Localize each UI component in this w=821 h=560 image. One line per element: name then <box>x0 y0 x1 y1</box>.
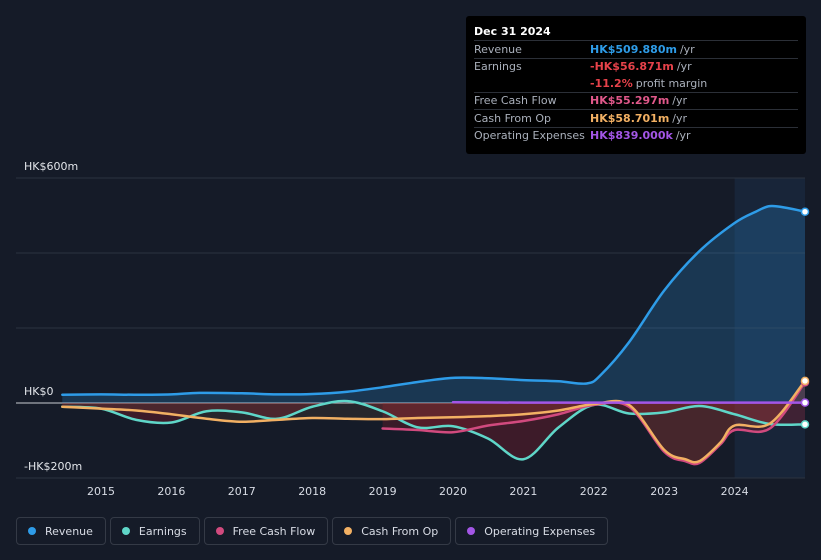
legend-item-revenue[interactable]: Revenue <box>16 517 106 545</box>
tooltip-row: Cash From Op HK$58.701m/yr <box>474 109 798 127</box>
tooltip-row-unit: /yr <box>676 60 692 73</box>
tooltip-panel: Dec 31 2024 Revenue HK$509.880m/yr Earning… <box>466 16 806 154</box>
x-tick-label: 2017 <box>228 485 256 498</box>
tooltip-row-label: Revenue <box>474 42 522 56</box>
tooltip-row-label: Cash From Op <box>474 111 552 125</box>
tooltip-row-label <box>474 76 590 92</box>
legend-item-earnings[interactable]: Earnings <box>109 517 200 545</box>
y-axis-top-label: HK$600m <box>24 160 79 173</box>
tooltip-row: -11.2% profit margin <box>474 75 798 92</box>
x-tick-label: 2018 <box>298 485 326 498</box>
cash-from-op-endpoint <box>800 376 810 386</box>
legend-item-operating-expenses[interactable]: Operating Expenses <box>455 517 609 545</box>
series-lines <box>61 204 807 466</box>
cash-from-op-line <box>61 379 807 464</box>
legend-label: Revenue <box>45 524 93 538</box>
tooltip-row: Operating Expenses HK$839.000k/yr <box>474 126 798 145</box>
tooltip-row-label: Operating Expenses <box>474 129 585 142</box>
x-tick-label: 2020 <box>439 485 467 498</box>
x-tick-label: 2023 <box>650 485 678 498</box>
x-tick-label: 2024 <box>721 485 749 498</box>
revenue-line <box>61 204 807 396</box>
y-axis-bottom-label: -HK$200m <box>24 460 83 473</box>
legend-dot-icon <box>344 527 353 535</box>
operating-expenses-endpoint <box>800 398 810 407</box>
revenue-area <box>62 205 805 403</box>
legend-label: Cash From Op <box>361 524 439 538</box>
tooltip-row-value: HK$58.701m <box>590 111 670 125</box>
x-tick-label: 2022 <box>580 485 608 498</box>
legend-dot-icon <box>467 527 476 535</box>
gridlines <box>16 177 805 479</box>
legend-dot-icon <box>28 527 36 535</box>
tooltip-row-unit: /yr <box>679 42 695 56</box>
tooltip-row-unit: /yr <box>672 94 688 107</box>
x-tick-label: 2016 <box>157 485 185 498</box>
tooltip-row-value: HK$55.297m <box>590 94 670 107</box>
x-tick-label: 2019 <box>369 485 397 498</box>
free-cash-flow-line <box>381 381 807 466</box>
tooltip-row: Earnings -HK$56.871m/yr <box>474 57 798 76</box>
legend-label: Operating Expenses <box>484 524 596 538</box>
tooltip-row-unit: /yr <box>675 129 691 142</box>
series-areas <box>62 205 805 465</box>
y-axis-zero-label: HK$0 <box>24 385 54 398</box>
legend: Revenue Earnings Free Cash Flow Cash From O… <box>16 517 609 545</box>
earnings-endpoint <box>800 420 810 429</box>
x-axis-ticks: 2015 2016 2017 2018 2019 2020 2021 2022 2023 2024 <box>87 485 749 498</box>
tooltip-row-value: -11.2% <box>590 76 633 90</box>
tooltip-row-label: Free Cash Flow <box>474 94 557 107</box>
tooltip-row-value: HK$839.000k <box>590 129 673 142</box>
earnings-area <box>62 401 805 460</box>
x-tick-label: 2015 <box>87 485 115 498</box>
legend-dot-icon <box>215 527 224 535</box>
cash-from-op-area <box>62 380 805 463</box>
series-endpoints <box>800 207 810 429</box>
tooltip-date: Dec 31 2024 <box>474 25 551 38</box>
free-cash-flow-area <box>382 382 805 465</box>
legend-item-cash-from-op[interactable]: Cash From Op <box>332 517 452 545</box>
tooltip-row-unit: /yr <box>672 111 688 125</box>
tooltip-row-value: -HK$56.871m <box>590 60 674 73</box>
tooltip-row-label: Earnings <box>474 60 522 73</box>
legend-label: Earnings <box>138 524 187 538</box>
tooltip-row-unit: profit margin <box>635 76 708 90</box>
legend-item-free-cash-flow[interactable]: Free Cash Flow <box>203 517 329 545</box>
tooltip-row: Free Cash Flow HK$55.297m/yr <box>474 91 798 110</box>
tooltip-row-value: HK$509.880m <box>590 42 677 56</box>
x-tick-label: 2021 <box>509 485 537 498</box>
legend-dot-icon <box>121 527 130 535</box>
tooltip-row: Revenue HK$509.880m/yr <box>474 40 798 58</box>
revenue-endpoint <box>800 207 810 216</box>
legend-label: Free Cash Flow <box>232 524 316 538</box>
